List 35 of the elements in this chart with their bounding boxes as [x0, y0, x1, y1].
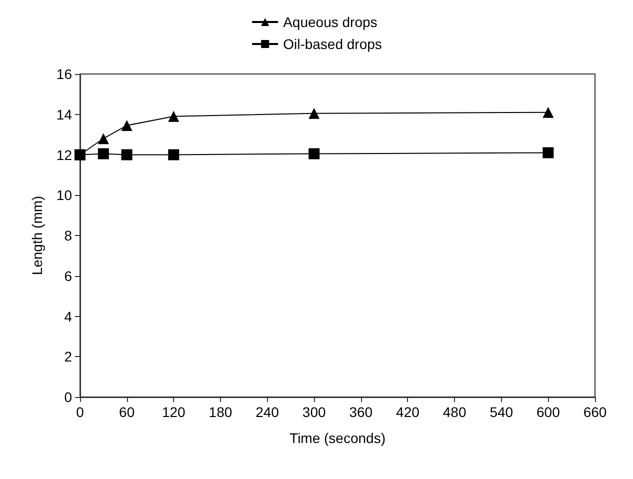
y-tick-label: 4: [64, 308, 72, 324]
y-tick-label: 10: [56, 187, 72, 204]
point: [121, 120, 132, 131]
x-tick-label: 180: [208, 404, 232, 420]
x-tick-label: 0: [76, 404, 84, 420]
point: [168, 149, 180, 160]
x-tick-label: 360: [349, 404, 373, 420]
legend-label: Oil-based drops: [283, 36, 382, 52]
point: [542, 147, 554, 158]
y-tick-label: 16: [56, 66, 72, 82]
point: [121, 149, 132, 160]
x-tick-label: 600: [536, 404, 560, 420]
x-tick-label: 300: [302, 404, 326, 420]
y-tick-label: 14: [56, 106, 72, 122]
x-tick-label: 60: [119, 404, 135, 420]
y-tick-label: 6: [64, 268, 72, 284]
legend-label: Aqueous drops: [283, 14, 378, 30]
point: [308, 108, 320, 119]
x-axis-title: Time (seconds): [290, 430, 386, 446]
point: [98, 148, 109, 160]
x-tick-label: 240: [256, 404, 280, 420]
point: [168, 110, 180, 122]
x-tick-label: 540: [490, 404, 514, 420]
point: [308, 148, 320, 160]
y-tick-label: 8: [64, 228, 72, 244]
x-tick-label: 660: [583, 404, 607, 420]
x-tick-label: 120: [162, 404, 186, 420]
x-tick-label: 420: [396, 404, 420, 420]
y-axis-title: Length (mm): [29, 196, 45, 276]
x-tick-label: 480: [442, 404, 466, 420]
y-tick-label: 0: [64, 389, 72, 405]
y-tick-label: 12: [56, 146, 72, 163]
y-tick-label: 2: [64, 348, 72, 365]
point: [542, 106, 554, 118]
point: [98, 133, 109, 144]
